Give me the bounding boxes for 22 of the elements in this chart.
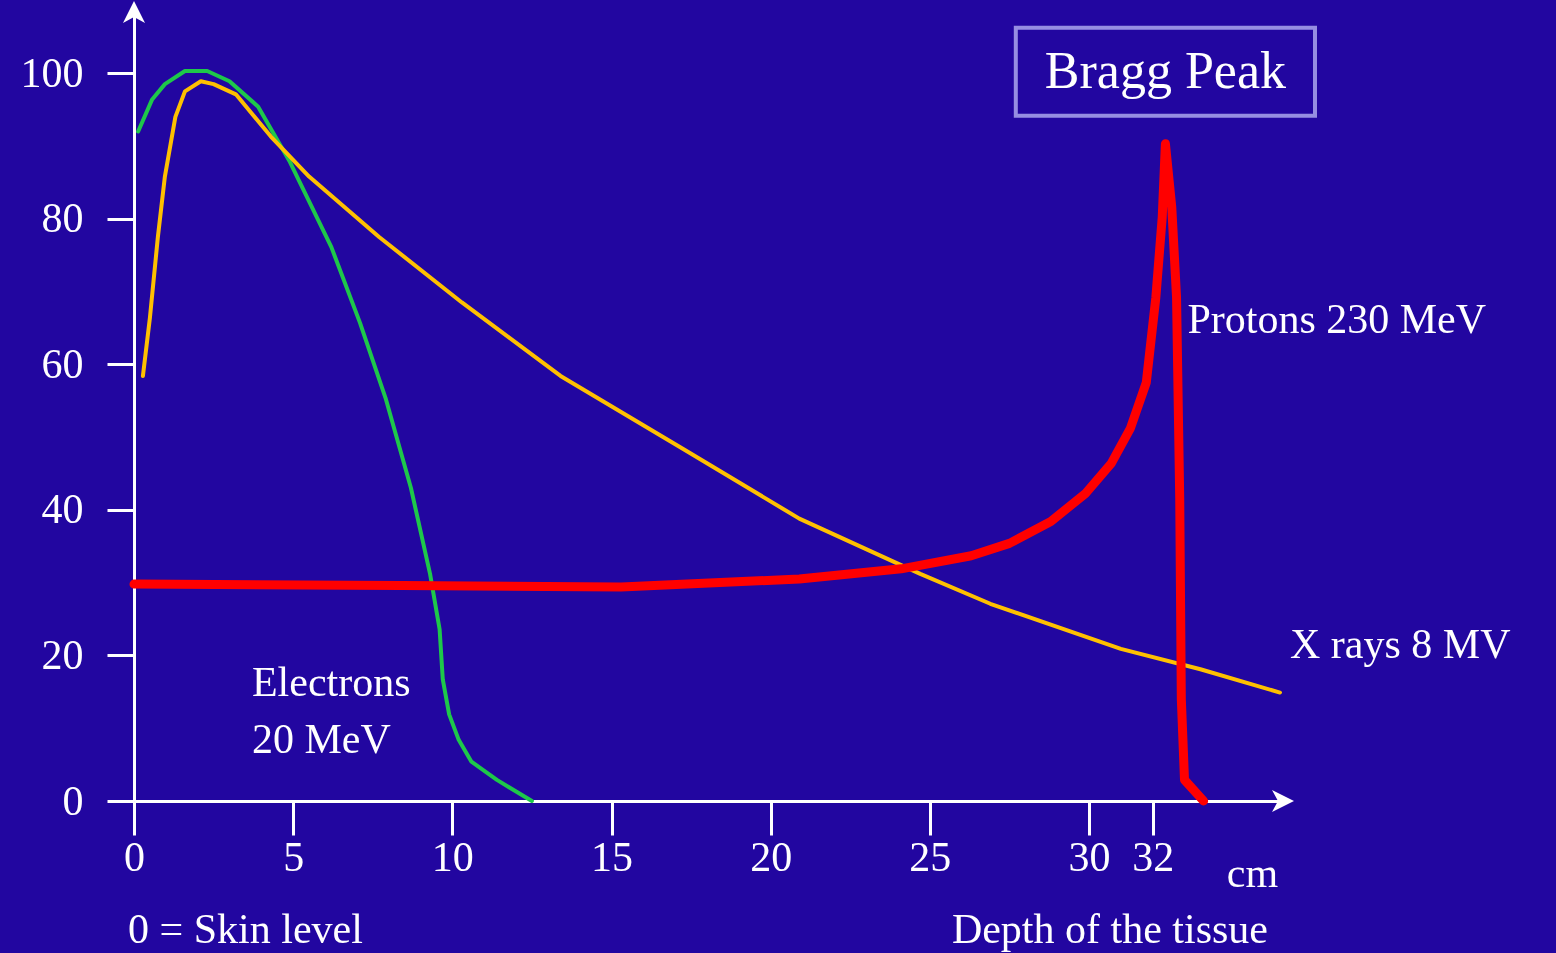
x-tick-label: 32 (1132, 833, 1175, 880)
annotation: Bragg Peak (1044, 41, 1286, 99)
y-tick-label: 100 (20, 49, 84, 96)
text: Depth of the tissue (951, 906, 1268, 952)
x-tick-label: 10 (431, 833, 474, 880)
y-tick-label: 40 (41, 486, 84, 533)
y-tick-label: 20 (41, 631, 84, 678)
x-tick-label: 5 (283, 833, 305, 880)
x-tick-label: 20 (750, 833, 793, 880)
y-tick-label: 80 (41, 195, 84, 242)
x-tick-label: 0 (124, 833, 145, 880)
y-tick-label: 0 (62, 777, 84, 824)
x-tick-label: 15 (591, 833, 633, 880)
series-label: Protons 230 MeV (1187, 295, 1487, 342)
series-label: Electrons 20 MeV (251, 659, 411, 762)
series-label: X rays 8 MV (1290, 620, 1511, 667)
x-tick-label: 25 (909, 833, 952, 880)
text: 0 = Skin level (128, 906, 363, 952)
line-series (136, 69, 534, 803)
x-tick-label: 30 (1068, 833, 1111, 880)
y-tick-label: 60 (41, 340, 84, 387)
x-axis-title: cm (1226, 849, 1279, 896)
